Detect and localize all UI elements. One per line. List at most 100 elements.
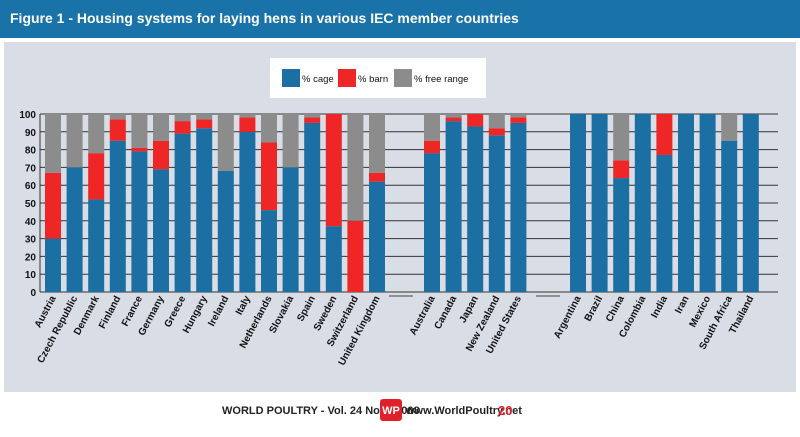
- x-tick-label: Japan: [458, 294, 481, 325]
- bar-segment: [488, 135, 505, 292]
- bar-segment: [174, 133, 191, 292]
- bar-segment: [131, 147, 148, 152]
- bar-segment: [196, 119, 213, 129]
- legend-label: % barn: [358, 74, 388, 85]
- bar-segment: [66, 167, 83, 292]
- y-tick-label: 10: [25, 270, 37, 281]
- bar-segment: [445, 121, 462, 293]
- bar-segment: [131, 114, 148, 148]
- y-tick-label: 40: [25, 217, 37, 228]
- y-tick-label: 20: [25, 252, 37, 263]
- y-tick-label: 0: [30, 288, 36, 299]
- bar-segment: [570, 114, 586, 292]
- footer-page-number: 20: [498, 403, 513, 418]
- bar-segment: [45, 172, 61, 239]
- bar-segment: [196, 128, 213, 292]
- bar-segment: [510, 122, 527, 293]
- x-tick-label: Australia: [408, 294, 438, 337]
- footer-journal: WORLD POULTRY - Vol. 24 No 1. 2008: [222, 405, 420, 417]
- bar-segment: [369, 114, 385, 173]
- legend-label: % free range: [414, 74, 468, 85]
- bar-segment: [699, 114, 716, 292]
- y-tick-label: 90: [25, 128, 37, 139]
- legend-swatch: [282, 69, 300, 87]
- bar-segment: [153, 140, 169, 170]
- bar-segment: [613, 114, 630, 161]
- x-tick-label: Italy: [234, 294, 253, 317]
- y-tick-label: 30: [25, 235, 37, 246]
- bar-segment: [488, 114, 505, 129]
- legend-label: % cage: [302, 74, 334, 85]
- bar-segment: [347, 220, 364, 292]
- bar-segment: [613, 178, 630, 292]
- x-tick-label: China: [604, 294, 627, 324]
- bar-segment: [88, 199, 105, 292]
- bar-segment: [424, 140, 440, 154]
- bar-segment: [174, 114, 191, 122]
- bar-segment: [239, 117, 256, 132]
- bar-segment: [45, 114, 61, 173]
- bar-segment: [347, 114, 364, 221]
- legend-swatch: [394, 69, 412, 87]
- bar-segment: [510, 117, 527, 123]
- legend-box: [270, 58, 486, 98]
- bar-segment: [591, 114, 608, 292]
- bar-segment: [325, 114, 342, 227]
- bar-segment: [678, 114, 694, 292]
- bar-segment: [445, 117, 462, 122]
- svg-text:WP: WP: [382, 405, 400, 417]
- bar-segment: [424, 114, 440, 141]
- bar-segment: [369, 181, 385, 292]
- bar-segment: [634, 114, 651, 292]
- bar-segment: [109, 140, 126, 292]
- bar-segment: [613, 160, 630, 179]
- x-tick-label: India: [649, 294, 670, 320]
- y-tick-label: 70: [25, 163, 37, 174]
- bar-segment: [467, 126, 484, 293]
- bar-segment: [721, 114, 738, 141]
- bar-segment: [282, 167, 299, 292]
- bar-segment: [88, 114, 105, 154]
- x-tick-label: Ireland: [206, 294, 231, 328]
- figure-header: Figure 1 - Housing systems for laying he…: [0, 0, 800, 38]
- bar-segment: [239, 131, 256, 292]
- x-tick-label: Argentina: [552, 294, 584, 341]
- bar-segment: [131, 151, 148, 292]
- bar-segment: [153, 114, 169, 141]
- bar-segment: [721, 140, 738, 292]
- x-tick-label: Brazil: [583, 294, 606, 323]
- bar-segment: [304, 114, 321, 118]
- bar-segment: [109, 114, 126, 120]
- x-tick-label: Spain: [295, 294, 317, 323]
- bar-segment: [742, 114, 759, 292]
- legend-swatch: [338, 69, 356, 87]
- bar-segment: [261, 142, 277, 211]
- footer-website[interactable]: www.WorldPoultry.net: [406, 405, 522, 417]
- bar-segment: [304, 122, 321, 293]
- bar-segment: [239, 114, 256, 118]
- bar-segment: [488, 128, 505, 136]
- bar-segment: [88, 153, 105, 200]
- bar-segment: [217, 114, 234, 171]
- footer: WORLD POULTRY - Vol. 24 No 1. 2008 WP ww…: [0, 398, 800, 426]
- bar-segment: [261, 210, 277, 292]
- bar-segment: [369, 172, 385, 182]
- bar-segment: [109, 119, 126, 141]
- bar-segment: [153, 169, 169, 292]
- bar-segment: [656, 154, 673, 292]
- x-tick-label: Iran: [673, 294, 691, 315]
- y-tick-label: 80: [25, 146, 37, 157]
- bar-segment: [467, 114, 484, 127]
- world-poultry-logo: WP: [380, 399, 402, 421]
- bar-segment: [217, 170, 234, 292]
- bar-segment: [174, 121, 191, 134]
- bar-segment: [445, 114, 462, 118]
- bar-segment: [424, 153, 440, 292]
- y-tick-label: 50: [25, 199, 37, 210]
- bar-segment: [282, 114, 299, 168]
- y-tick-label: 100: [19, 110, 36, 121]
- bar-segment: [66, 114, 83, 168]
- bar-segment: [196, 114, 213, 120]
- figure-title: Figure 1 - Housing systems for laying he…: [10, 10, 519, 26]
